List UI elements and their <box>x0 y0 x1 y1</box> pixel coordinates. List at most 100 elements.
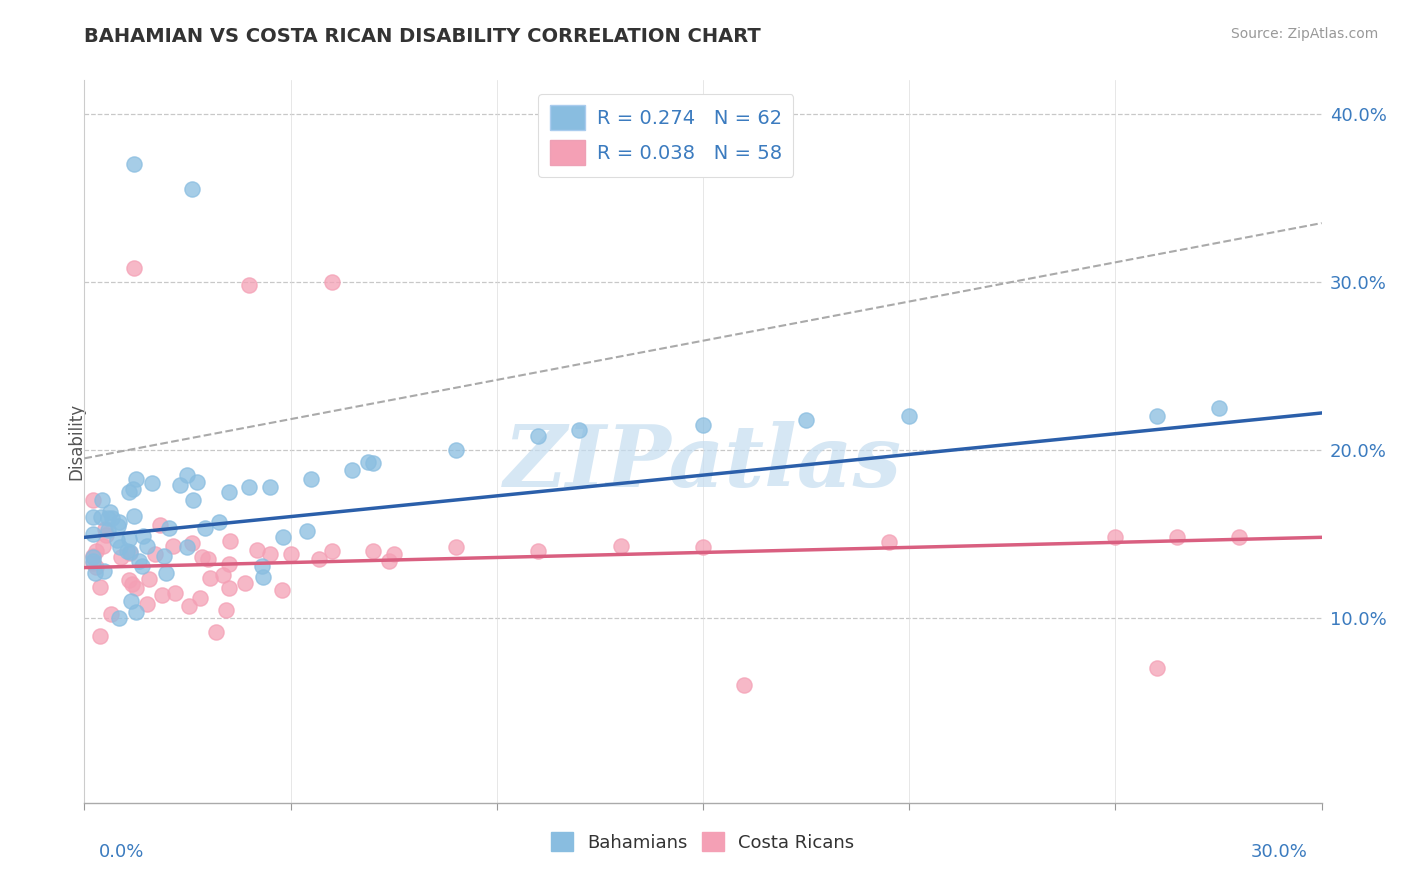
Point <box>308 552 330 566</box>
Point <box>321 543 343 558</box>
Point <box>94 522 117 536</box>
Point <box>252 570 274 584</box>
Point <box>82 550 104 565</box>
Point <box>136 539 159 553</box>
Point <box>120 546 142 560</box>
Point <box>165 586 187 600</box>
Point <box>609 539 631 553</box>
Point <box>1208 401 1230 415</box>
Point <box>246 543 269 558</box>
Point <box>238 480 260 494</box>
Text: 0.0%: 0.0% <box>98 843 143 861</box>
Point <box>197 552 219 566</box>
Point <box>361 543 384 558</box>
Point <box>121 482 143 496</box>
Point <box>356 455 378 469</box>
Point <box>444 442 467 457</box>
Point <box>122 261 145 276</box>
Point <box>150 589 173 603</box>
Point <box>89 580 111 594</box>
Point <box>125 605 148 619</box>
Point <box>118 545 141 559</box>
Point <box>180 182 202 196</box>
Point <box>107 518 129 533</box>
Point <box>110 549 132 564</box>
Point <box>299 471 322 485</box>
Point <box>877 535 900 549</box>
Point <box>84 566 107 580</box>
Point <box>107 516 129 530</box>
Text: ZIPatlas: ZIPatlas <box>503 421 903 505</box>
Point <box>120 594 142 608</box>
Point <box>188 591 211 605</box>
Point <box>108 610 131 624</box>
Point <box>211 567 233 582</box>
Point <box>205 624 228 639</box>
Point <box>138 572 160 586</box>
Point <box>342 463 364 477</box>
Point <box>82 549 104 564</box>
Point <box>97 511 120 525</box>
Point <box>118 573 141 587</box>
Point <box>194 521 217 535</box>
Point <box>280 547 302 561</box>
Point <box>84 544 107 558</box>
Point <box>1104 530 1126 544</box>
Point <box>128 554 150 568</box>
Point <box>898 409 921 424</box>
Point <box>186 475 208 490</box>
Text: Source: ZipAtlas.com: Source: ZipAtlas.com <box>1230 27 1378 41</box>
Point <box>1166 530 1188 544</box>
Point <box>444 541 467 555</box>
Point <box>82 557 104 571</box>
Point <box>179 599 201 613</box>
Point <box>90 510 112 524</box>
Point <box>527 429 550 443</box>
Point <box>155 566 177 580</box>
Point <box>82 492 104 507</box>
Point <box>1146 409 1168 424</box>
Point <box>218 558 240 572</box>
Point <box>382 547 405 561</box>
Point <box>527 543 550 558</box>
Point <box>101 511 124 525</box>
Point <box>118 532 141 546</box>
Point <box>218 533 240 548</box>
Legend: Bahamians, Costa Ricans: Bahamians, Costa Ricans <box>544 825 862 859</box>
Point <box>218 581 240 595</box>
Point <box>692 541 714 555</box>
Point <box>115 544 138 558</box>
Point <box>89 629 111 643</box>
Point <box>295 524 318 539</box>
Point <box>378 554 401 568</box>
Point <box>169 477 191 491</box>
Point <box>218 485 240 500</box>
Point <box>82 554 104 568</box>
Point <box>121 577 143 591</box>
Point <box>215 603 238 617</box>
Text: BAHAMIAN VS COSTA RICAN DISABILITY CORRELATION CHART: BAHAMIAN VS COSTA RICAN DISABILITY CORRE… <box>84 27 761 45</box>
Point <box>91 493 114 508</box>
Point <box>794 413 817 427</box>
Point <box>233 576 256 591</box>
Point <box>1146 661 1168 675</box>
Point <box>238 278 260 293</box>
Point <box>91 539 114 553</box>
Point <box>82 526 104 541</box>
Point <box>271 583 294 598</box>
Point <box>180 536 202 550</box>
Point <box>259 480 281 494</box>
Text: 30.0%: 30.0% <box>1251 843 1308 861</box>
Point <box>118 485 141 500</box>
Point <box>105 533 128 547</box>
Point <box>98 505 121 519</box>
Point <box>131 559 153 574</box>
Point <box>122 157 145 171</box>
Point <box>97 524 120 538</box>
Point <box>198 571 221 585</box>
Point <box>321 275 343 289</box>
Point <box>176 540 198 554</box>
Point <box>692 417 714 432</box>
Point <box>176 468 198 483</box>
Point <box>108 540 131 554</box>
